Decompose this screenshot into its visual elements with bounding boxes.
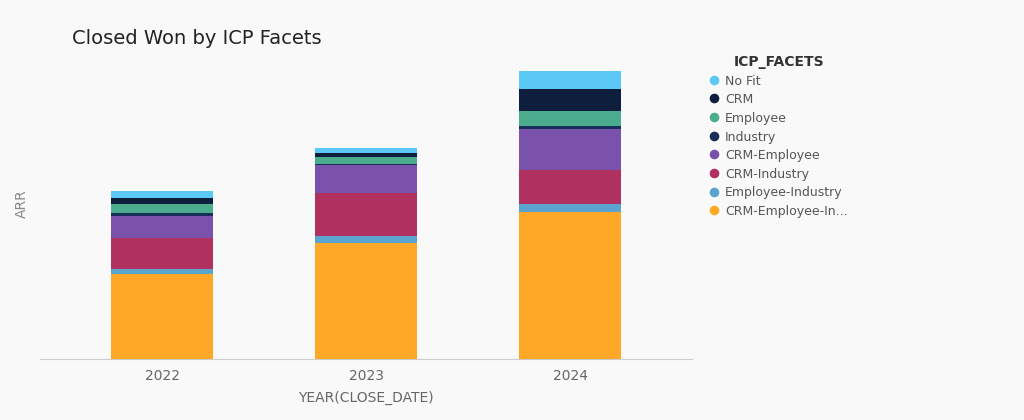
Bar: [519, 170, 621, 204]
Bar: [315, 158, 417, 163]
Bar: [519, 212, 621, 359]
Bar: [519, 126, 621, 129]
Bar: [112, 269, 213, 273]
Bar: [315, 236, 417, 243]
Bar: [112, 216, 213, 238]
Bar: [112, 204, 213, 213]
Bar: [112, 238, 213, 269]
Bar: [519, 204, 621, 212]
Bar: [519, 89, 621, 111]
Bar: [315, 152, 417, 158]
Bar: [112, 198, 213, 204]
X-axis label: YEAR(CLOSE_DATE): YEAR(CLOSE_DATE): [298, 391, 434, 405]
Bar: [519, 71, 621, 89]
Bar: [112, 192, 213, 198]
Bar: [519, 111, 621, 126]
Bar: [315, 148, 417, 152]
Bar: [112, 273, 213, 359]
Bar: [315, 193, 417, 236]
Bar: [315, 243, 417, 359]
Bar: [519, 129, 621, 170]
Bar: [315, 165, 417, 193]
Bar: [112, 213, 213, 216]
Legend: No Fit, CRM, Employee, Industry, CRM-Employee, CRM-Industry, Employee-Industry, : No Fit, CRM, Employee, Industry, CRM-Emp…: [706, 49, 854, 224]
Text: Closed Won by ICP Facets: Closed Won by ICP Facets: [72, 29, 322, 48]
Bar: [315, 163, 417, 165]
Y-axis label: ARR: ARR: [15, 189, 29, 218]
